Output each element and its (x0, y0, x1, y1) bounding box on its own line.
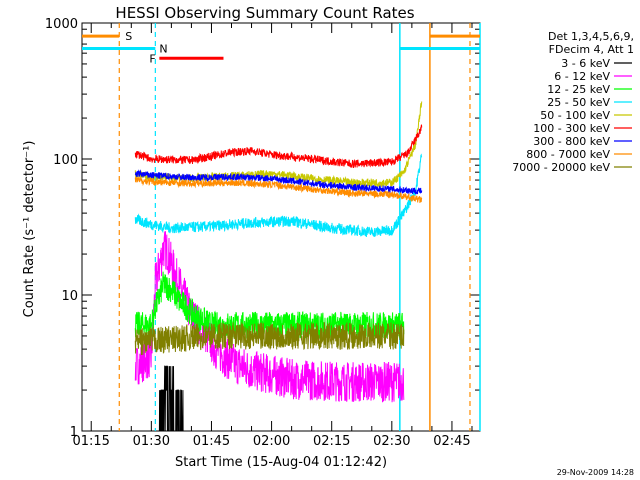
chart-title: HESSI Observing Summary Count Rates (115, 4, 414, 22)
legend-label-100-300-kev: 100 - 300 keV (533, 122, 610, 135)
x-tick-label-01-30: 01:30 (133, 434, 170, 449)
series-line-6-12-kev (134, 231, 405, 403)
y-tick-label-10: 10 (61, 289, 78, 304)
flag-label-f: F (149, 52, 155, 65)
x-tick-label-01-45: 01:45 (193, 434, 230, 449)
x-tick-label-02-45: 02:45 (433, 434, 470, 449)
x-tick-label-02-00: 02:00 (253, 434, 290, 449)
series-line-300-800-kev (134, 169, 423, 195)
x-tick-label-02-15: 02:15 (313, 434, 350, 449)
legend-label-25-50-kev: 25 - 50 keV (547, 96, 610, 109)
legend-label-7000-20000-kev: 7000 - 20000 keV (512, 161, 610, 174)
x-axis-label: Start Time (15-Aug-04 01:12:42) (175, 455, 387, 470)
series-line-50-100-kev (134, 101, 423, 188)
x-tick-label-02-30: 02:30 (373, 434, 410, 449)
y-tick-label-1000: 1000 (45, 17, 78, 32)
legend-label-12-25-kev: 12 - 25 keV (547, 83, 610, 96)
x-tick-label-01-15: 01:15 (72, 434, 109, 449)
y-tick-label-1: 1 (70, 425, 78, 440)
legend-label-50-100-kev: 50 - 100 keV (540, 109, 610, 122)
series-line-3-6-kev (158, 365, 184, 432)
flag-label-s: S (125, 30, 132, 43)
legend-label-6-12-kev: 6 - 12 keV (554, 70, 610, 83)
legend-header-line-1: Det 1,3,4,5,6,9, (548, 30, 634, 43)
legend-label-800-7000-kev: 800 - 7000 keV (526, 148, 610, 161)
series-line-100-300-kev (134, 124, 423, 168)
series-line-12-25-kev (134, 271, 405, 339)
y-tick-label-100: 100 (53, 153, 78, 168)
series-line-7000-20000-kev (134, 321, 405, 356)
legend-header-line-2: FDecim 4, Att 1 (549, 43, 634, 56)
series-line-25-50-kev (134, 153, 423, 238)
legend-label-3-6-kev: 3 - 6 keV (561, 57, 610, 70)
flag-label-n: N (159, 42, 167, 55)
footer-date: 29-Nov-2009 14:28 (557, 468, 634, 477)
series-line-800-7000-kev (134, 176, 423, 204)
y-axis-label: Count Rate (s⁻¹ detector⁻¹) (22, 141, 37, 318)
legend-label-300-800-kev: 300 - 800 keV (533, 135, 610, 148)
